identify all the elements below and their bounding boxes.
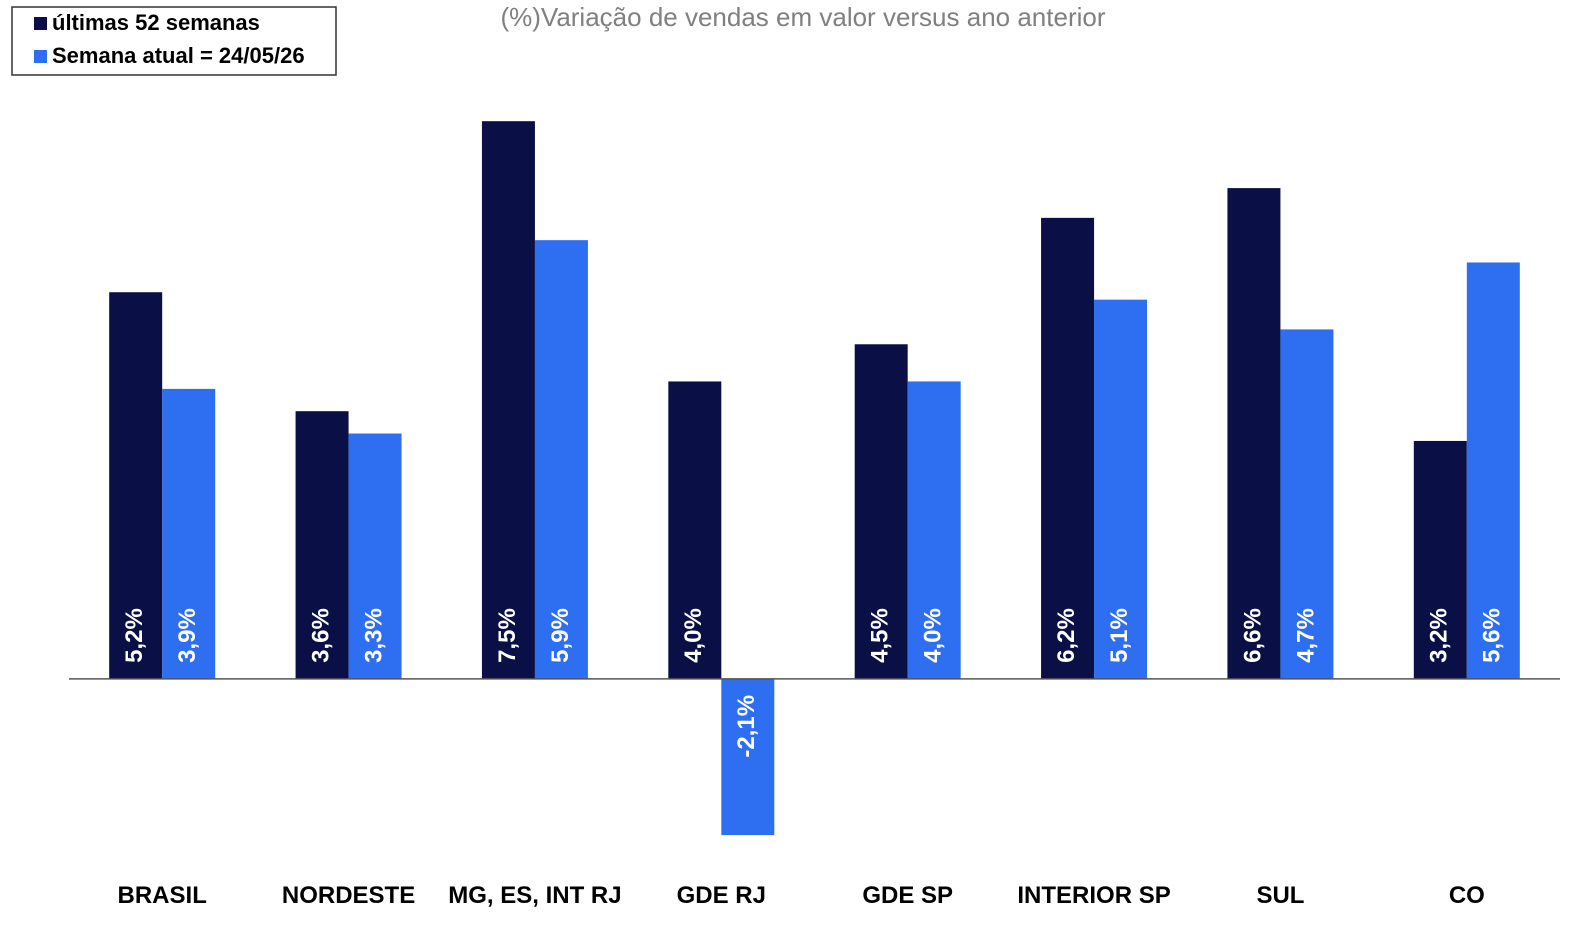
bar	[162, 388, 216, 679]
x-tick-label: CO	[1448, 882, 1485, 909]
value-label: 4,7%	[1292, 608, 1319, 663]
bar	[854, 344, 908, 679]
value-label: 3,6%	[307, 608, 334, 663]
bar	[534, 240, 588, 679]
value-label: 3,2%	[1426, 608, 1453, 663]
bar	[481, 121, 535, 679]
bar	[721, 678, 775, 836]
x-tick-label: GDE SP	[862, 882, 954, 909]
bar	[1094, 299, 1148, 679]
bar	[1466, 262, 1520, 679]
bar	[907, 381, 961, 679]
value-label: 7,5%	[494, 608, 521, 663]
value-label: 3,9%	[174, 608, 201, 663]
legend-box	[11, 6, 337, 76]
x-tick-label: SUL	[1256, 882, 1305, 909]
bar	[109, 292, 163, 679]
bar	[1041, 217, 1095, 679]
value-label: 5,1%	[1106, 608, 1133, 663]
value-label: 4,5%	[867, 608, 894, 663]
value-label: -2,1%	[733, 695, 760, 758]
bar	[1227, 188, 1281, 679]
bar	[1280, 329, 1334, 679]
bar	[1413, 440, 1467, 679]
value-label: 5,6%	[1479, 608, 1506, 663]
x-tick-label: NORDESTE	[281, 882, 416, 909]
legend-swatch	[34, 50, 47, 63]
legend-label: Semana atual = 24/05/26	[52, 43, 305, 68]
value-label: 4,0%	[920, 608, 947, 663]
legend-swatch	[34, 17, 47, 30]
value-label: 4,0%	[680, 608, 707, 663]
x-tick-label: INTERIOR SP	[1017, 882, 1171, 909]
chart-title: (%)Variação de vendas em valor versus an…	[500, 2, 1105, 32]
x-tick-label: MG, ES, INT RJ	[448, 882, 622, 909]
x-tick-label: GDE RJ	[676, 882, 766, 909]
value-label: 3,3%	[360, 608, 387, 663]
x-tick-label: BRASIL	[117, 882, 207, 909]
value-label: 6,2%	[1053, 608, 1080, 663]
bar	[295, 411, 349, 679]
value-label: 5,2%	[121, 608, 148, 663]
value-label: 5,9%	[547, 608, 574, 663]
bar	[348, 433, 402, 679]
value-label: 6,6%	[1239, 608, 1266, 663]
bar	[668, 381, 722, 679]
legend-label: últimas 52 semanas	[52, 10, 260, 35]
